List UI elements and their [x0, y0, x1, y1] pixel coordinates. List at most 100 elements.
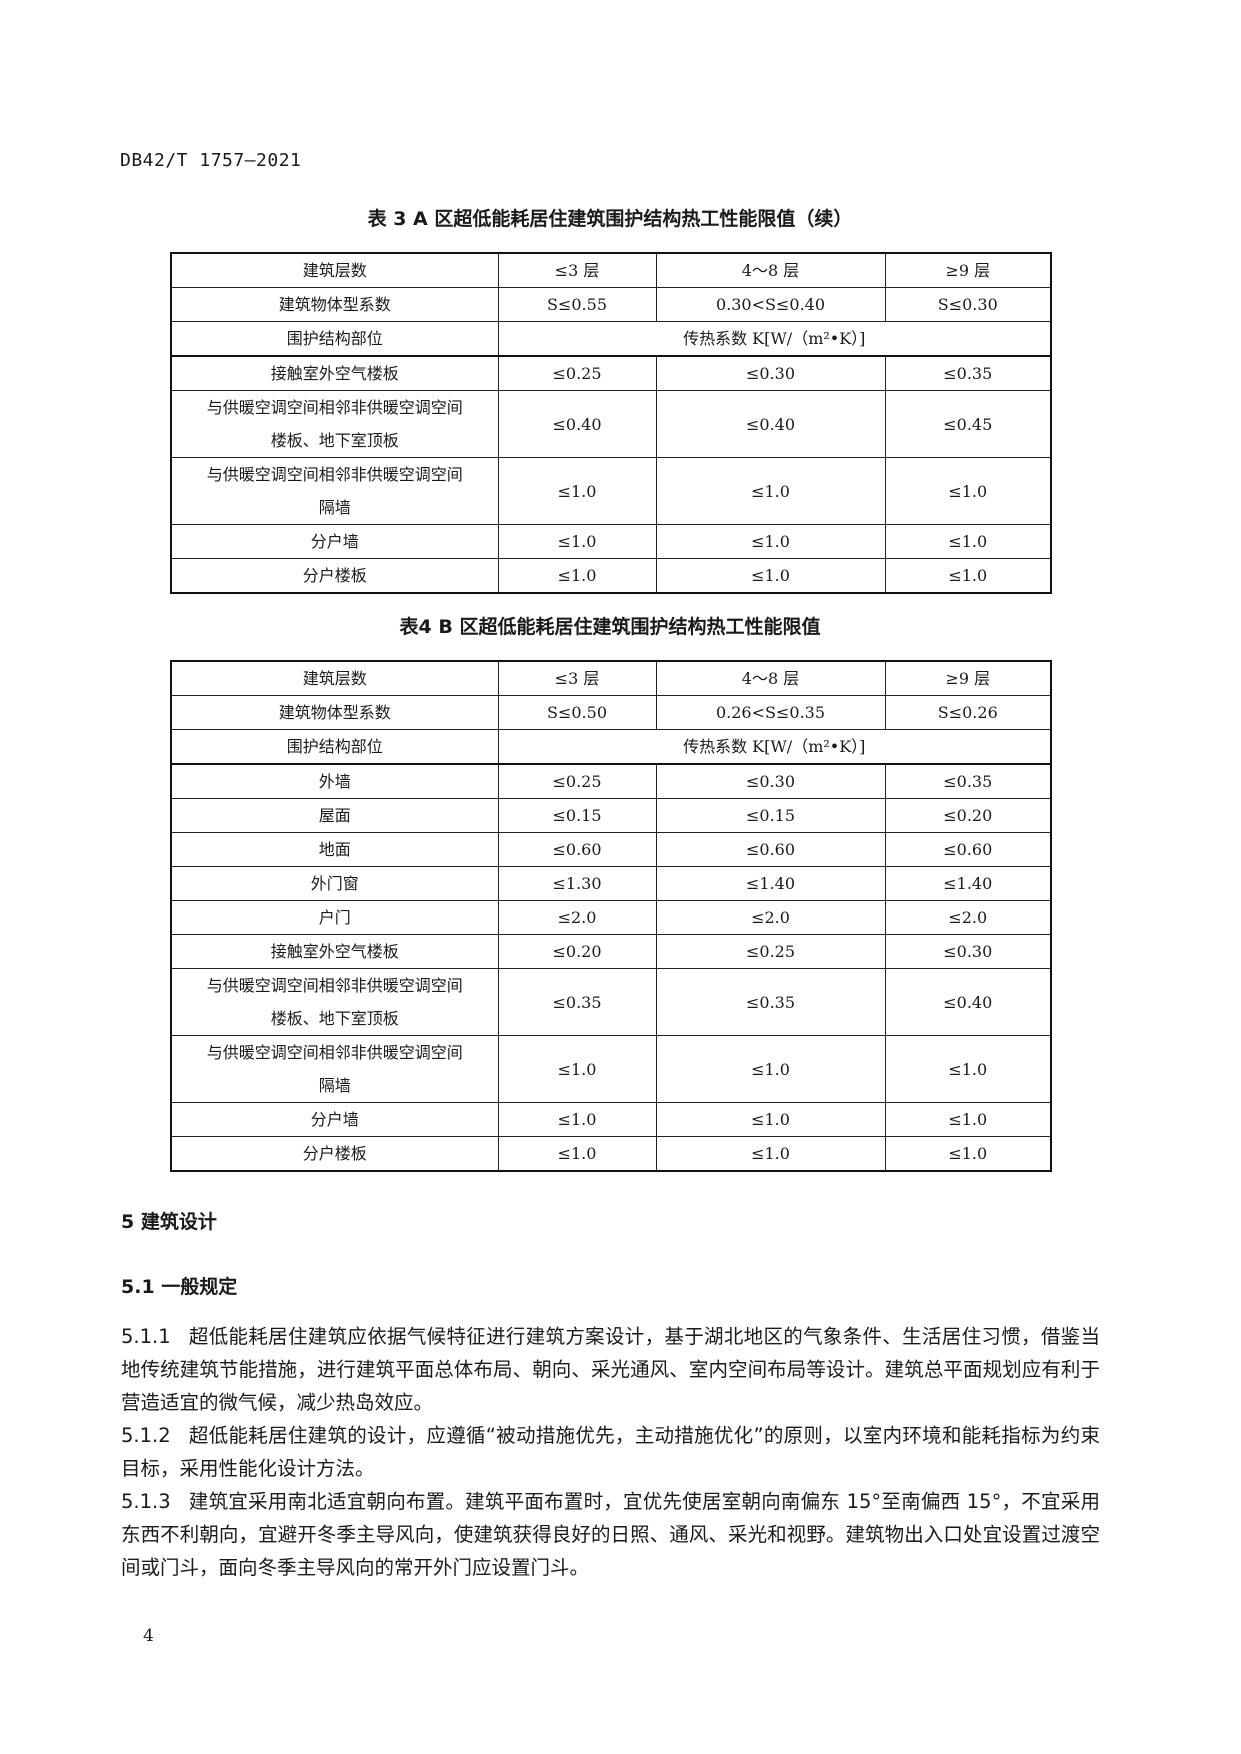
row-label: 外门窗	[170, 866, 499, 901]
table-row: 与供暖空调空间相邻非供暖空调空间 隔墙 ≤1.0 ≤1.0 ≤1.0	[170, 457, 1052, 525]
table-row: 外墙 ≤0.25 ≤0.30 ≤0.35	[170, 763, 1052, 799]
value-cell: ≤1.0	[884, 524, 1052, 559]
row-label: 与供暖空调空间相邻非供暖空调空间 隔墙	[170, 1035, 499, 1103]
table-row: 分户墙 ≤1.0 ≤1.0 ≤1.0	[170, 524, 1052, 559]
row-label: 接触室外空气楼板	[170, 355, 499, 391]
row-label: 分户楼板	[170, 558, 499, 594]
value-cell: ≤0.25	[497, 763, 657, 799]
row-label: 分户墙	[170, 1102, 499, 1137]
value-cell: ≤1.0	[655, 524, 886, 559]
value-cell: ≤0.15	[497, 798, 657, 833]
value-cell: ≤0.60	[655, 832, 886, 867]
value-cell: ≤0.35	[655, 968, 886, 1036]
clause-number: 5.1.2	[121, 1424, 171, 1447]
table-row: 分户墙 ≤1.0 ≤1.0 ≤1.0	[170, 1102, 1052, 1137]
header-cell: ≤3 层	[497, 252, 657, 288]
value-cell: ≤1.0	[655, 1102, 886, 1137]
table4-caption: 表4 B 区超低能耗居住建筑围护结构热工性能限值	[399, 616, 821, 638]
header-cell: S≤0.50	[497, 695, 657, 730]
row-label: 建筑层数	[170, 660, 499, 696]
page-number: 4	[143, 1626, 154, 1646]
row-label: 分户楼板	[170, 1136, 499, 1172]
header-cell: S≤0.26	[884, 695, 1052, 730]
paragraph-5-1-2: 5.1.2 超低能耗居住建筑的设计，应遵循“被动措施优先，主动措施优化”的原则，以…	[121, 1419, 1100, 1485]
value-cell: ≤1.0	[884, 457, 1052, 525]
value-cell: ≤0.30	[655, 763, 886, 799]
value-cell: ≤0.40	[497, 390, 657, 458]
value-cell: ≤1.40	[655, 866, 886, 901]
table-row: 分户楼板 ≤1.0 ≤1.0 ≤1.0	[170, 1136, 1052, 1172]
row-label: 与供暖空调空间相邻非供暖空调空间 隔墙	[170, 457, 499, 525]
row-label: 建筑物体型系数	[170, 695, 499, 730]
value-cell: ≤1.40	[884, 866, 1052, 901]
table-row: 地面 ≤0.60 ≤0.60 ≤0.60	[170, 832, 1052, 867]
row-label: 分户墙	[170, 524, 499, 559]
value-cell: ≤0.25	[497, 355, 657, 391]
value-cell: ≤1.0	[497, 1035, 657, 1103]
row-label: 围护结构部位	[170, 729, 499, 765]
header-row: 建筑层数 ≤3 层 4～8 层 ≥9 层	[170, 252, 1052, 288]
value-cell: ≤0.35	[497, 968, 657, 1036]
clause-number: 5.1.1	[121, 1325, 171, 1348]
value-cell: ≤0.45	[884, 390, 1052, 458]
value-cell: ≤1.0	[884, 1102, 1052, 1137]
table3-caption: 表 3 A 区超低能耗居住建筑围护结构热工性能限值（续）	[367, 208, 853, 230]
header-cell: S≤0.30	[884, 287, 1052, 322]
value-cell: ≤1.0	[884, 1035, 1052, 1103]
subsection-heading: 5.1 一般规定	[121, 1276, 238, 1298]
value-cell: ≤1.0	[497, 558, 657, 594]
value-cell: ≤1.0	[497, 524, 657, 559]
value-cell: ≤0.60	[497, 832, 657, 867]
value-cell: ≤1.0	[655, 558, 886, 594]
header-row: 围护结构部位 传热系数 K[W/（m²•K）]	[170, 321, 1052, 357]
clause-text: 超低能耗居住建筑应依据气候特征进行建筑方案设计，基于湖北地区的气象条件、生活居住…	[121, 1325, 1100, 1414]
table-row: 与供暖空调空间相邻非供暖空调空间 楼板、地下室顶板 ≤0.35 ≤0.35 ≤0.40	[170, 968, 1052, 1036]
header-cell: 4～8 层	[655, 660, 886, 696]
row-label: 接触室外空气楼板	[170, 934, 499, 969]
header-cell: 0.26<S≤0.35	[655, 695, 886, 730]
value-cell: ≤2.0	[655, 900, 886, 935]
table-row: 外门窗 ≤1.30 ≤1.40 ≤1.40	[170, 866, 1052, 901]
table-row: 与供暖空调空间相邻非供暖空调空间 楼板、地下室顶板 ≤0.40 ≤0.40 ≤0.45	[170, 390, 1052, 458]
clause-text: 超低能耗居住建筑的设计，应遵循“被动措施优先，主动措施优化”的原则，以室内环境和…	[121, 1424, 1100, 1480]
value-cell: ≤0.30	[655, 355, 886, 391]
document-code: DB42/T 1757—2021	[120, 150, 302, 171]
row-label: 建筑物体型系数	[170, 287, 499, 322]
header-cell: 0.30<S≤0.40	[655, 287, 886, 322]
header-cell: ≥9 层	[884, 660, 1052, 696]
row-label: 围护结构部位	[170, 321, 499, 357]
table4: 建筑层数 ≤3 层 4～8 层 ≥9 层建筑物体型系数 S≤0.50 0.26<S≤0.3…	[170, 660, 1052, 1172]
clause-text: 建筑宜采用南北适宜朝向布置。建筑平面布置时，宜优先使居室朝向南偏东 15°至南偏…	[121, 1490, 1100, 1579]
value-cell: ≤1.0	[655, 457, 886, 525]
value-cell: ≤0.15	[655, 798, 886, 833]
section-heading: 5 建筑设计	[121, 1211, 217, 1233]
header-cell: S≤0.55	[497, 287, 657, 322]
value-cell: ≤1.0	[497, 1136, 657, 1172]
value-cell: ≤1.0	[655, 1035, 886, 1103]
header-row: 建筑物体型系数 S≤0.55 0.30<S≤0.40 S≤0.30	[170, 287, 1052, 322]
header-row: 围护结构部位 传热系数 K[W/（m²•K）]	[170, 729, 1052, 765]
value-cell: ≤1.0	[655, 1136, 886, 1172]
table3: 建筑层数 ≤3 层 4～8 层 ≥9 层建筑物体型系数 S≤0.55 0.30<S≤0.4…	[170, 252, 1052, 594]
value-cell: ≤0.40	[655, 390, 886, 458]
value-cell: ≤1.0	[884, 558, 1052, 594]
value-cell: ≤0.60	[884, 832, 1052, 867]
value-cell: ≤0.20	[497, 934, 657, 969]
clause-number: 5.1.3	[121, 1490, 171, 1513]
row-label: 户门	[170, 900, 499, 935]
value-cell: ≤0.20	[884, 798, 1052, 833]
value-cell: ≤2.0	[497, 900, 657, 935]
table-row: 接触室外空气楼板 ≤0.25 ≤0.30 ≤0.35	[170, 355, 1052, 391]
header-cell: ≤3 层	[497, 660, 657, 696]
row-label: 外墙	[170, 763, 499, 799]
value-cell: ≤1.0	[884, 1136, 1052, 1172]
table-row: 接触室外空气楼板 ≤0.20 ≤0.25 ≤0.30	[170, 934, 1052, 969]
row-label: 与供暖空调空间相邻非供暖空调空间 楼板、地下室顶板	[170, 968, 499, 1036]
header-cell: 4～8 层	[655, 252, 886, 288]
row-label: 地面	[170, 832, 499, 867]
header-row: 建筑层数 ≤3 层 4～8 层 ≥9 层	[170, 660, 1052, 696]
paragraph-5-1-1: 5.1.1 超低能耗居住建筑应依据气候特征进行建筑方案设计，基于湖北地区的气象条件…	[121, 1320, 1100, 1419]
value-cell: ≤0.35	[884, 355, 1052, 391]
header-cell: 传热系数 K[W/（m²•K）]	[497, 729, 1052, 765]
value-cell: ≤1.0	[497, 1102, 657, 1137]
